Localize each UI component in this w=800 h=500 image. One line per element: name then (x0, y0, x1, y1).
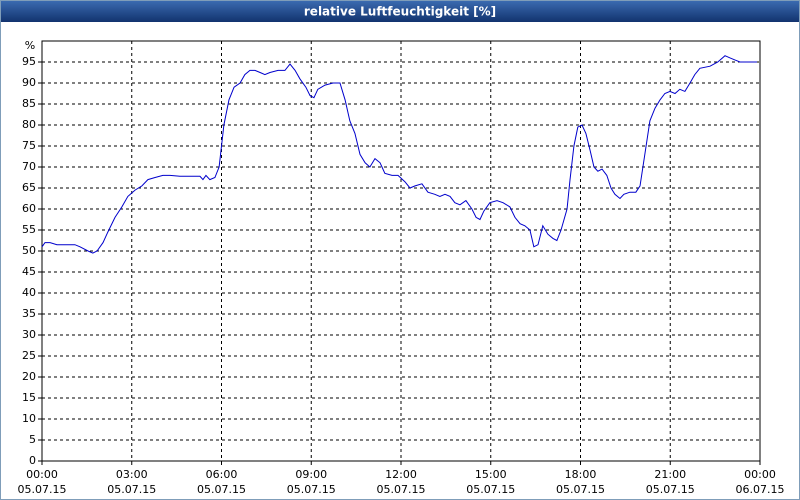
y-tick-label: 60 (22, 202, 36, 215)
y-tick-label: 15 (22, 391, 36, 404)
x-tick-label: 21:00 (654, 468, 686, 481)
y-tick-label: 50 (22, 244, 36, 257)
x-tick-date: 05.07.15 (646, 483, 695, 496)
y-tick-label: 45 (22, 265, 36, 278)
y-tick-label: 5 (29, 433, 36, 446)
y-tick-label: 10 (22, 412, 36, 425)
x-tick-date: 05.07.15 (556, 483, 605, 496)
y-tick-label: 55 (22, 223, 36, 236)
x-tick-label: 03:00 (116, 468, 148, 481)
x-tick-date: 05.07.15 (287, 483, 336, 496)
x-tick-label: 00:00 (26, 468, 58, 481)
y-tick-label: 70 (22, 160, 36, 173)
x-tick-date: 05.07.15 (18, 483, 67, 496)
y-tick-label: 25 (22, 349, 36, 362)
x-tick-label: 09:00 (295, 468, 327, 481)
x-tick-date: 05.07.15 (377, 483, 426, 496)
x-tick-date: 05.07.15 (466, 483, 515, 496)
y-unit-label: % (25, 39, 35, 52)
y-tick-label: 30 (22, 328, 36, 341)
chart-title: relative Luftfeuchtigkeit [%] (304, 5, 496, 19)
x-tick-label: 12:00 (385, 468, 417, 481)
x-tick-label: 00:00 (744, 468, 776, 481)
x-tick-label: 15:00 (475, 468, 507, 481)
y-tick-label: 40 (22, 286, 36, 299)
x-tick-label: 18:00 (565, 468, 597, 481)
y-tick-label: 90 (22, 76, 36, 89)
y-tick-label: 65 (22, 181, 36, 194)
y-tick-label: 75 (22, 139, 36, 152)
title-bar (1, 1, 799, 22)
x-tick-date: 06.07.15 (736, 483, 785, 496)
y-tick-label: 35 (22, 307, 36, 320)
data-line (41, 55, 758, 254)
y-tick-label: 80 (22, 118, 36, 131)
y-tick-label: 85 (22, 97, 36, 110)
y-tick-label: 95 (22, 55, 36, 68)
x-tick-date: 05.07.15 (197, 483, 246, 496)
x-tick-date: 05.07.15 (107, 483, 156, 496)
y-tick-label: 20 (22, 370, 36, 383)
y-tick-label: 0 (29, 454, 36, 467)
x-tick-label: 06:00 (206, 468, 238, 481)
